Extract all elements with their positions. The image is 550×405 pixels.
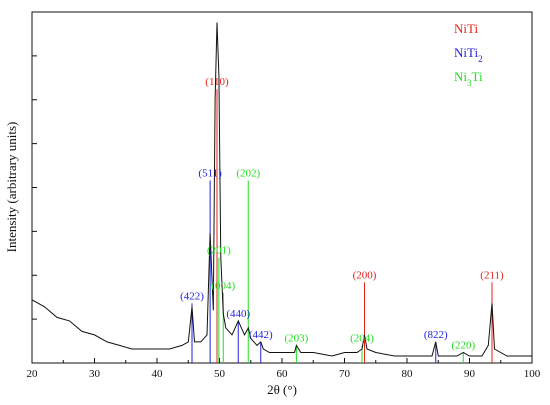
x-axis-title: 2θ (°) (267, 382, 297, 397)
peak-label: (202) (236, 167, 260, 179)
y-axis-ticks (32, 11, 37, 364)
y-axis-title: Intensity (arbitrary units) (4, 122, 19, 253)
peak-label: (822) (424, 329, 448, 341)
peak-label: (422) (180, 290, 204, 302)
x-tick-label: 90 (464, 368, 476, 380)
x-tick-label: 20 (27, 368, 39, 380)
x-tick-label: 60 (277, 368, 289, 380)
peak-label: (220) (451, 339, 475, 351)
peak-label: (200) (353, 269, 377, 281)
x-tick-label: 70 (339, 368, 351, 380)
peak-label: (110) (205, 76, 229, 88)
xrd-pattern-line (31, 22, 532, 357)
peak-label: (440) (226, 308, 250, 320)
peak-label: (201) (207, 245, 231, 257)
legend-item-suffix: Ti (472, 69, 483, 84)
legend-item: Ni3Ti (454, 69, 483, 88)
legend-item: NiTi2 (454, 45, 483, 64)
x-tick-label: 100 (524, 368, 541, 380)
peak-label: (004) (211, 280, 235, 292)
x-tick-label: 30 (89, 368, 101, 380)
legend-item-main: NiTi (454, 21, 478, 36)
plot-frame (31, 11, 533, 364)
peak-labels: (110) (200) (211) (511) (422) (440) (442) (822)… (180, 76, 504, 351)
x-tick-label: 50 (214, 368, 226, 380)
x-tick-label: 80 (402, 368, 414, 380)
peak-label: (442) (249, 329, 273, 341)
peak-label: (204) (350, 332, 374, 344)
peak-label: (211) (480, 269, 504, 281)
peak-label: (511) (198, 167, 222, 179)
legend-item-subscript: 2 (478, 54, 483, 64)
peak-lines (191, 89, 493, 363)
legend-item: NiTi (454, 21, 478, 36)
legend-item-main: Ni (454, 69, 467, 84)
peak-label: (203) (284, 332, 308, 344)
legend-item-main: NiTi (454, 45, 478, 60)
legend-item-subscript: 3 (467, 78, 472, 88)
x-axis-ticks: 20 30 40 50 60 70 80 90 100 (27, 358, 541, 380)
x-tick-label: 40 (152, 368, 164, 380)
